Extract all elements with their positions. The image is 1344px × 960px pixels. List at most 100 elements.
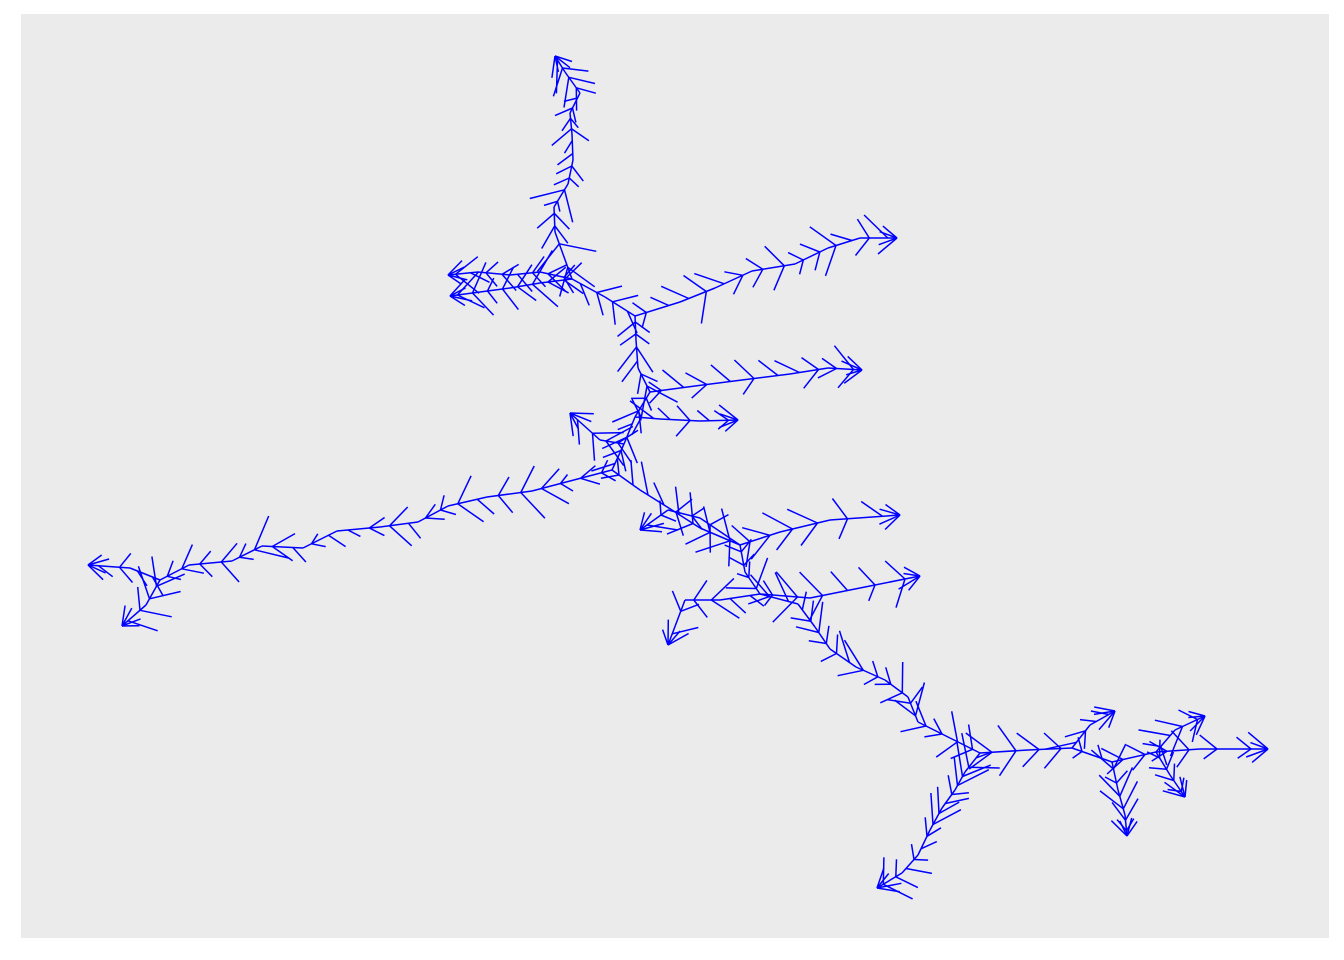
tree-segment — [667, 509, 701, 519]
tree-segment — [695, 540, 731, 553]
tree-segment — [719, 419, 739, 429]
tree-segment — [932, 809, 962, 826]
tree-segment — [1191, 719, 1199, 743]
tree-segment — [591, 462, 616, 472]
tree-segment — [563, 189, 574, 223]
tree-segment — [592, 431, 624, 435]
tree-segment — [1237, 748, 1252, 759]
tree-segment — [951, 791, 969, 796]
tree-segment — [1155, 751, 1171, 776]
tree-segment — [477, 271, 511, 276]
tree-segment — [449, 295, 473, 302]
tree-segment — [774, 360, 800, 374]
tree-segment — [659, 500, 662, 516]
tree-segment — [292, 546, 307, 563]
tree-segment — [814, 251, 821, 271]
tree-segment — [599, 439, 625, 445]
tree-segment — [617, 423, 633, 431]
tree-segment — [220, 542, 238, 563]
tree-segment — [1125, 744, 1146, 756]
tree-segment — [541, 487, 570, 505]
tree-segment — [924, 817, 928, 837]
tree-segment — [950, 748, 973, 760]
tree-segment — [1111, 761, 1119, 791]
tree-segment — [1119, 820, 1128, 837]
tree-segment — [1164, 781, 1186, 798]
tree-segment — [838, 518, 849, 540]
tree-segment — [1189, 715, 1206, 732]
tree-segment — [903, 572, 921, 577]
tree-segment — [1126, 817, 1133, 837]
tree-segment — [859, 575, 921, 589]
tree-segment — [710, 577, 735, 601]
tree-segment — [166, 560, 174, 577]
tree-segment — [457, 503, 485, 523]
tree-segment — [876, 867, 885, 889]
tree-segment — [744, 571, 761, 595]
tree-segment — [1203, 748, 1218, 760]
tree-segment — [121, 618, 141, 627]
tree-segment — [1188, 715, 1206, 719]
tree-segment — [1043, 748, 1062, 769]
tree-segment — [789, 367, 829, 375]
tree-segment — [564, 71, 581, 94]
tree-segment — [388, 525, 413, 547]
tree-segment — [640, 373, 658, 383]
tree-segment — [794, 247, 829, 265]
tree-segment — [596, 285, 623, 294]
tree-segment — [632, 302, 647, 314]
tree-segment — [536, 212, 555, 229]
tree-segment — [554, 55, 560, 73]
tree-segment — [710, 364, 731, 383]
tree-segment — [954, 771, 966, 791]
tree-segment — [569, 412, 592, 423]
tree-segment — [685, 531, 711, 545]
tree-segment — [556, 201, 561, 212]
tree-segment — [710, 599, 740, 619]
tree-segment — [439, 495, 445, 511]
tree-segment — [814, 626, 831, 650]
tree-segment — [479, 287, 511, 293]
tree-segment — [159, 564, 190, 581]
tree-segment — [808, 595, 824, 621]
tree-segment — [516, 264, 533, 288]
tree-segment — [639, 509, 669, 531]
tree-segment — [741, 373, 791, 381]
tree-segment — [1097, 744, 1103, 759]
tree-segment — [886, 698, 911, 705]
tree-segment — [626, 310, 638, 334]
tree-segment — [860, 500, 883, 517]
tree-segment — [231, 545, 263, 562]
tree-segment — [829, 648, 857, 668]
tree-segment — [798, 259, 805, 275]
tree-segment — [576, 87, 597, 94]
tree-segment — [882, 225, 898, 239]
tree-segment — [700, 291, 708, 324]
tree-segment — [910, 843, 915, 860]
tree-segment — [1169, 774, 1186, 798]
tree-segment — [554, 55, 566, 73]
tree-segment — [239, 556, 254, 561]
tree-segment — [1154, 774, 1175, 782]
tree-segment — [1071, 724, 1091, 749]
tree-segment — [884, 560, 906, 580]
tree-segment — [800, 522, 819, 546]
tree-segment — [808, 639, 827, 645]
tree-segment — [563, 97, 578, 103]
tree-segment — [956, 741, 964, 777]
tree-segment — [667, 632, 689, 646]
tree-segment — [1167, 788, 1182, 793]
tree-segment — [824, 245, 837, 277]
tree-segment — [440, 509, 457, 516]
tree-segment — [563, 140, 573, 154]
plot-panel — [21, 14, 1329, 938]
tree-segment — [1027, 747, 1073, 751]
tree-segment — [621, 360, 639, 383]
tree-segment — [914, 682, 926, 716]
tree-segment — [998, 750, 1017, 777]
tree-segment — [699, 527, 741, 546]
tree-segment — [623, 416, 636, 445]
tree-segment — [554, 55, 573, 63]
tree-segment — [646, 385, 678, 403]
